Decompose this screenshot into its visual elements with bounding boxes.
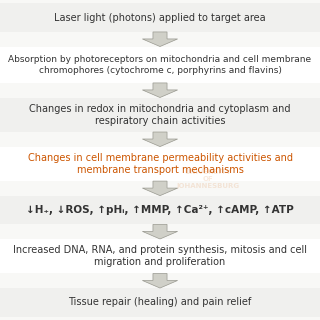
Text: Increased DNA, RNA, and protein synthesis, mitosis and cell
migration and prolif: Increased DNA, RNA, and protein synthesi… [13,245,307,268]
Bar [0,98,320,132]
Bar [0,3,320,32]
Polygon shape [142,32,178,46]
Bar [0,46,320,83]
Text: ↓H₊, ↓ROS, ↑pHᵢ, ↑MMP, ↑Ca²⁺, ↑cAMP, ↑ATP: ↓H₊, ↓ROS, ↑pHᵢ, ↑MMP, ↑Ca²⁺, ↑cAMP, ↑AT… [26,205,294,215]
Polygon shape [142,132,178,147]
Text: Laser light (photons) applied to target area: Laser light (photons) applied to target … [54,12,266,23]
Bar [0,147,320,181]
Polygon shape [142,274,178,288]
Text: UNIVERSITY
OF
JOHANNESBURG: UNIVERSITY OF JOHANNESBURG [176,169,240,189]
Bar [0,288,320,317]
Text: Absorption by photoreceptors on mitochondria and cell membrane
chromophores (cyt: Absorption by photoreceptors on mitochon… [8,55,312,75]
Text: Tissue repair (healing) and pain relief: Tissue repair (healing) and pain relief [68,297,252,308]
Text: Changes in redox in mitochondria and cytoplasm and
respiratory chain activities: Changes in redox in mitochondria and cyt… [29,104,291,126]
Bar [0,239,320,274]
Polygon shape [142,224,178,239]
Bar [0,196,320,224]
Text: Changes in cell membrane permeability activities and
membrane transport mechanis: Changes in cell membrane permeability ac… [28,153,292,175]
Polygon shape [142,83,178,98]
Polygon shape [142,181,178,196]
